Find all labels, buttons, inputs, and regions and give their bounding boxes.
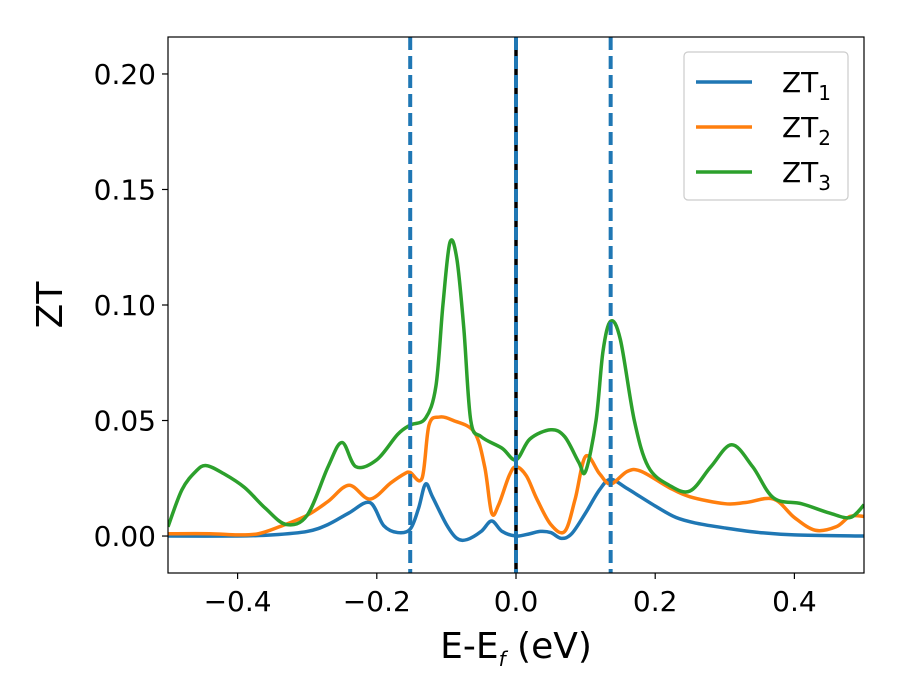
series-line-zt1 [168, 477, 864, 543]
legend: ZT1 ZT2 ZT3 [683, 51, 849, 201]
axes: −0.4 −0.2 0.0 0.2 0.4 0.00 0.05 0.10 0.15 0.20 [94, 36, 865, 618]
y-tick-label: 0.20 [94, 58, 156, 91]
series-group [168, 238, 864, 543]
series-line-zt2 [168, 415, 864, 537]
y-tick-label: 0.00 [94, 520, 156, 553]
y-tick-label: 0.10 [94, 289, 156, 322]
legend-label-zt1: ZT1 [782, 66, 831, 105]
x-axis-label-suffix: (eV) [506, 626, 592, 667]
x-tick-label: −0.2 [343, 585, 411, 618]
x-axis-label: E-Ef (eV) [440, 626, 592, 671]
x-tick-label: −0.4 [204, 585, 272, 618]
y-axis-label: ZT [30, 281, 71, 329]
series-line-zt3 [168, 238, 864, 528]
legend-label-zt2: ZT2 [782, 111, 831, 150]
x-axis-label-subscript: f [499, 647, 509, 671]
x-tick-label: 0.4 [772, 585, 817, 618]
x-axis-label-main: E-E [440, 626, 498, 667]
y-tick-label: 0.05 [94, 405, 156, 438]
y-tick-label: 0.15 [94, 173, 156, 206]
legend-box [683, 51, 849, 201]
plot-area [168, 37, 864, 573]
x-tick-label: 0.2 [633, 585, 678, 618]
x-tick-label: 0.0 [494, 585, 539, 618]
legend-label-zt3: ZT3 [782, 156, 831, 195]
